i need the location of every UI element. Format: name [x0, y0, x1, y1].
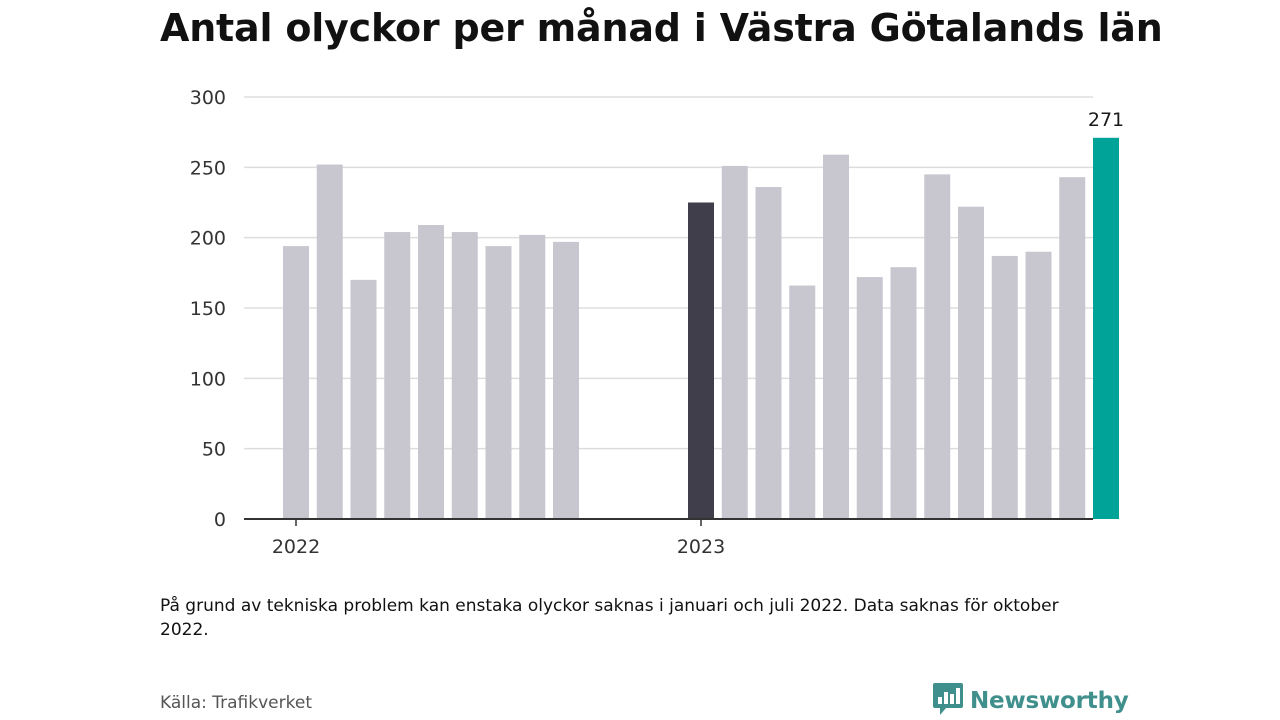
bar-2022-07 — [485, 246, 512, 519]
bar-2022-04 — [384, 232, 411, 520]
brand-logo: Newsworthy — [932, 682, 1129, 720]
y-tick-label: 50 — [202, 439, 226, 461]
y-tick-label: 250 — [190, 157, 226, 179]
bar-2023-09 — [958, 206, 984, 519]
y-tick-label: 300 — [190, 87, 226, 109]
bar-2022-09 — [553, 241, 579, 520]
y-tick-label: 0 — [214, 509, 226, 531]
source-credit: Källa: Trafikverket — [160, 693, 312, 713]
bar-2022-01 — [283, 246, 309, 519]
y-tick-label: 200 — [190, 228, 226, 250]
bar-2023-11 — [1025, 251, 1052, 519]
bar-2022-02 — [316, 164, 343, 519]
bar-2023-03 — [755, 187, 782, 519]
x-tick-label: 2023 — [677, 536, 725, 558]
bar-2023-10 — [991, 255, 1018, 519]
bar-2023-01 — [688, 202, 714, 519]
x-tick-label: 2022 — [272, 536, 320, 558]
bar-2022-03 — [350, 279, 377, 519]
bar-2023-08 — [924, 174, 951, 519]
brand-name: Newsworthy — [970, 688, 1129, 714]
bar-2023-05 — [823, 154, 849, 519]
bar-2022-05 — [418, 225, 444, 520]
chart-title: Antal olyckor per månad i Västra Götalan… — [160, 6, 1163, 50]
bar-2022-06 — [451, 232, 478, 520]
bar-2023-04 — [789, 285, 816, 519]
newsworthy-logo-icon — [932, 682, 964, 720]
y-tick-label: 150 — [190, 298, 226, 320]
bar-chart: 0 50 100 150 200 250 300 271 2022 2023 — [190, 87, 1124, 558]
bar-2023-02 — [721, 165, 748, 519]
bar-2023-12 — [1059, 177, 1086, 519]
bar-2022-08 — [519, 234, 546, 519]
chart-footnote: På grund av tekniska problem kan enstaka… — [160, 596, 1059, 640]
bar-2023-06 — [856, 277, 883, 519]
bar-2024-01 — [1093, 137, 1119, 519]
y-tick-label: 100 — [190, 368, 226, 390]
bar-2023-07 — [890, 267, 917, 519]
data-label-2024-01: 271 — [1088, 109, 1124, 131]
